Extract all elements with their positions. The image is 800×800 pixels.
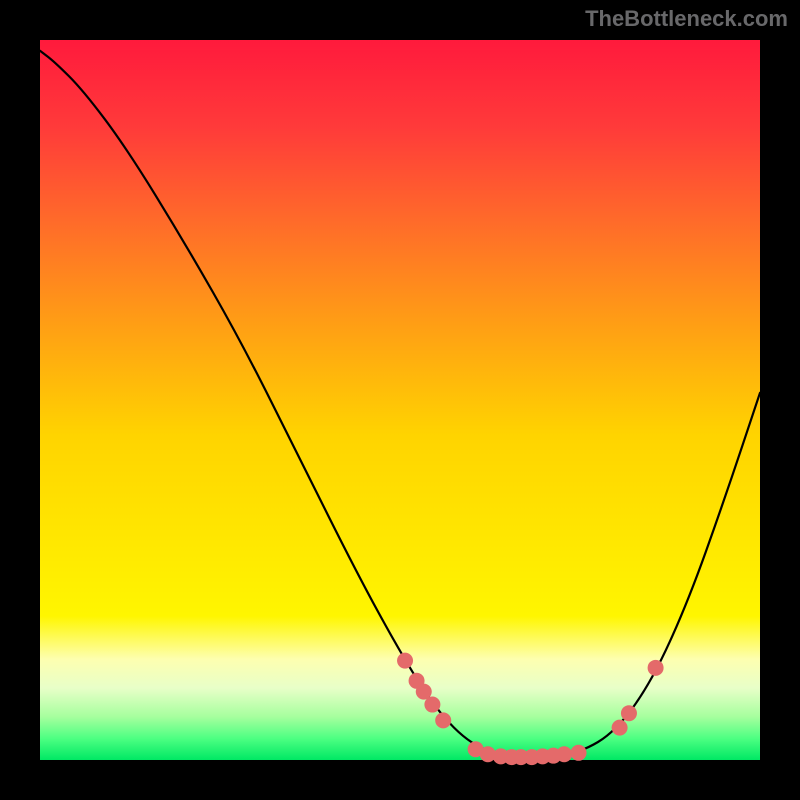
curve-marker xyxy=(571,745,587,761)
curve-marker xyxy=(621,705,637,721)
curve-marker xyxy=(424,697,440,713)
bottleneck-curve-chart xyxy=(0,0,800,800)
watermark-text: TheBottleneck.com xyxy=(585,6,788,32)
curve-marker xyxy=(435,712,451,728)
chart-container: TheBottleneck.com xyxy=(0,0,800,800)
curve-marker xyxy=(397,653,413,669)
curve-marker xyxy=(648,660,664,676)
curve-marker xyxy=(612,720,628,736)
curve-marker xyxy=(556,746,572,762)
